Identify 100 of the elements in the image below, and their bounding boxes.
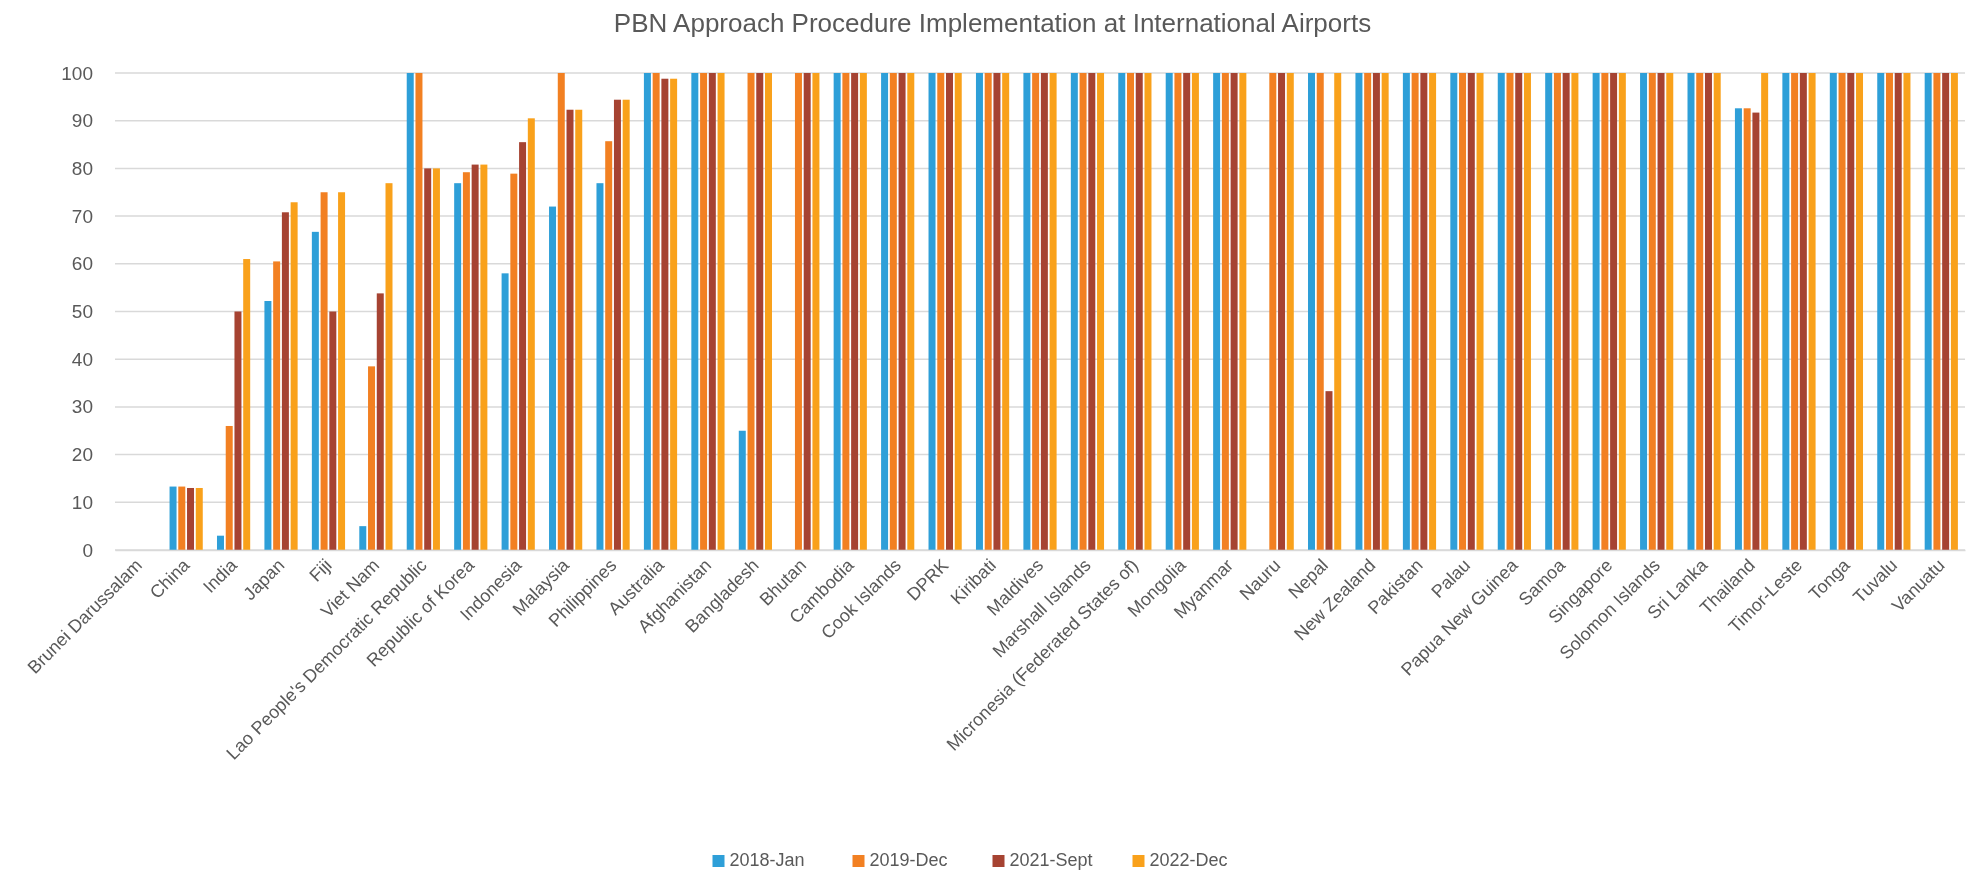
bar [1070, 73, 1078, 550]
bar [670, 78, 678, 550]
bar [1355, 73, 1363, 550]
legend-label: 2019-Dec [869, 850, 948, 870]
bar [1592, 73, 1600, 550]
bar [1657, 73, 1665, 550]
y-tick-label: 100 [61, 62, 93, 84]
y-tick-label: 80 [71, 157, 93, 179]
chart-title: PBN Approach Procedure Implementation at International Airports [613, 8, 1372, 38]
bar [937, 73, 945, 550]
bar [1743, 108, 1751, 550]
bar [1553, 73, 1561, 550]
bar [1799, 73, 1807, 550]
bar [216, 535, 224, 550]
bar [1334, 73, 1342, 550]
bar [1903, 73, 1911, 550]
bar [1183, 73, 1191, 550]
bar [717, 73, 725, 550]
bar [1838, 73, 1846, 550]
bar [738, 430, 746, 550]
bar [415, 73, 423, 550]
bar [1174, 73, 1182, 550]
bar [359, 526, 367, 550]
bar [1885, 73, 1893, 550]
bar [643, 73, 651, 550]
bar [1562, 73, 1570, 550]
bar [1696, 73, 1704, 550]
bar [1877, 73, 1885, 550]
bar [1308, 73, 1315, 550]
bar [954, 73, 962, 550]
bar [1381, 73, 1389, 550]
bar [385, 183, 393, 550]
bar [1734, 108, 1742, 550]
legend-label: 2022-Dec [1149, 850, 1228, 870]
bar [1610, 73, 1618, 550]
x-tick-label: Fiji [305, 555, 336, 586]
bar [1782, 73, 1790, 550]
bar [851, 73, 859, 550]
bar [1601, 73, 1609, 550]
bar [480, 164, 488, 550]
bar [812, 73, 820, 550]
y-tick-label: 0 [82, 539, 93, 561]
bar [1411, 73, 1419, 550]
bar [178, 486, 186, 550]
y-tick-label: 30 [71, 396, 93, 418]
bar [661, 78, 669, 550]
y-tick-label: 20 [71, 444, 93, 466]
bar [803, 73, 811, 550]
bar [234, 311, 242, 550]
bar [613, 99, 621, 550]
bar [281, 212, 289, 550]
bar [187, 487, 195, 550]
bar [471, 164, 479, 550]
bar [462, 172, 470, 550]
bar [1829, 73, 1837, 550]
bar [1497, 73, 1505, 550]
bar [1933, 73, 1941, 550]
bar [1286, 73, 1294, 550]
bar [1704, 73, 1712, 550]
bar [1364, 73, 1372, 550]
bar [519, 142, 527, 550]
bar [1049, 73, 1057, 550]
bar [1476, 73, 1484, 550]
bar [747, 73, 755, 550]
bar [575, 109, 583, 550]
bar [311, 231, 319, 550]
bar [1135, 73, 1143, 550]
bar [338, 192, 346, 550]
bar [1032, 73, 1040, 550]
bar [1191, 73, 1199, 550]
bar [1713, 73, 1721, 550]
bar [1942, 73, 1950, 550]
bar [1523, 73, 1531, 550]
y-tick-label: 90 [71, 110, 93, 132]
bar [1165, 73, 1173, 550]
bar [881, 73, 889, 550]
bar [1278, 73, 1286, 550]
bar [406, 73, 414, 550]
bar [1213, 73, 1221, 550]
bar [1856, 73, 1864, 550]
bar [1402, 73, 1410, 550]
bar [320, 192, 328, 550]
bar [1002, 73, 1010, 550]
bar [1571, 73, 1579, 550]
bar [1666, 73, 1674, 550]
bar [1640, 73, 1648, 550]
bar [984, 73, 992, 550]
bar [652, 73, 660, 550]
bar [946, 73, 953, 550]
bar [1269, 73, 1277, 550]
bar [264, 301, 272, 550]
bar [898, 73, 906, 550]
bar [1040, 73, 1048, 550]
bar [691, 73, 699, 550]
bar [1144, 73, 1152, 550]
bar [424, 168, 432, 550]
bar [1372, 73, 1380, 550]
bar [243, 259, 251, 550]
bar [1088, 73, 1096, 550]
bar [1023, 73, 1031, 550]
